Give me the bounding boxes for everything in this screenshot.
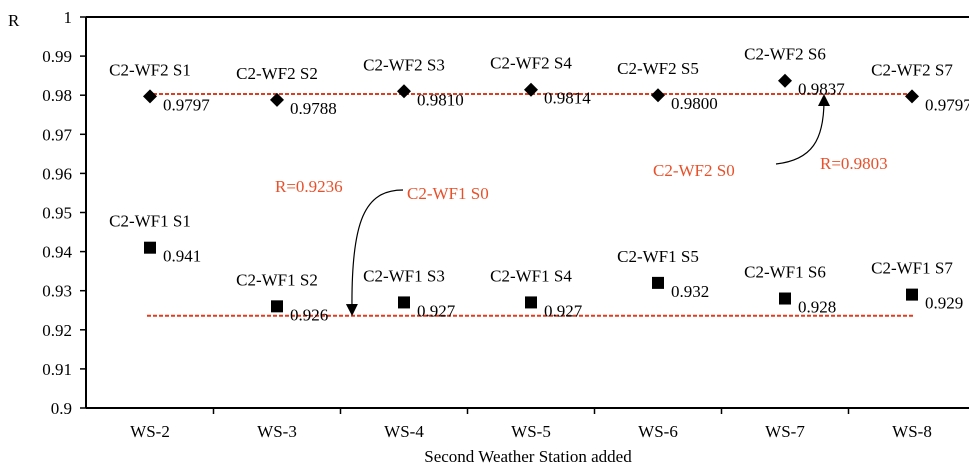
annotation-wf2-s0-r: R=0.9803 bbox=[820, 154, 888, 173]
data-point-diamond bbox=[778, 73, 792, 88]
x-tick-label: WS-6 bbox=[638, 422, 678, 441]
data-point-diamond bbox=[905, 89, 919, 104]
data-point-name-label: C2-WF1 S2 bbox=[236, 270, 318, 289]
data-point-diamond bbox=[270, 92, 284, 107]
y-tick-label: 0.9 bbox=[51, 399, 72, 418]
annotation-wf1-s0-arrow bbox=[345, 189, 404, 316]
data-value-label: 0.941 bbox=[163, 247, 201, 266]
x-tick-label: WS-8 bbox=[892, 422, 932, 441]
data-value-label: 0.9814 bbox=[544, 89, 591, 108]
x-tick-label: WS-7 bbox=[765, 422, 805, 441]
data-value-label: 0.927 bbox=[417, 301, 456, 320]
y-tick-label: 0.98 bbox=[42, 86, 72, 105]
y-tick-label: 0.92 bbox=[42, 321, 72, 340]
x-tick-label: WS-3 bbox=[257, 422, 297, 441]
data-point-name-label: C2-WF2 S4 bbox=[490, 54, 572, 73]
x-tick-label: WS-2 bbox=[130, 422, 170, 441]
annotation-wf2-s0-arrow bbox=[775, 94, 830, 165]
data-point-name-label: C2-WF1 S6 bbox=[744, 263, 826, 282]
data-point-diamond bbox=[524, 82, 538, 97]
data-point-name-label: C2-WF2 S1 bbox=[109, 60, 191, 79]
data-point-square bbox=[906, 288, 918, 301]
data-point-name-label: C2-WF1 S3 bbox=[363, 266, 445, 285]
x-axis-label: Second Weather Station added bbox=[424, 447, 632, 466]
data-point-diamond bbox=[397, 84, 411, 99]
y-ticks: 0.9 0.91 0.92 0.93 0.94 0.95 0.96 0.97 0.98 0.99 1 bbox=[42, 8, 86, 418]
annotation-wf1-s0-name: C2-WF1 S0 bbox=[407, 184, 489, 203]
annotation-wf2-s0-name: C2-WF2 S0 bbox=[653, 161, 735, 180]
data-value-label: 0.9797 bbox=[163, 95, 210, 114]
data-point-square bbox=[779, 292, 791, 305]
data-value-label: 0.9800 bbox=[671, 94, 718, 113]
data-value-label: 0.927 bbox=[544, 301, 583, 320]
data-point-square bbox=[271, 300, 283, 313]
data-value-label: 0.926 bbox=[290, 305, 328, 324]
data-point-name-label: C2-WF1 S1 bbox=[109, 212, 191, 231]
y-tick-label: 0.94 bbox=[42, 243, 72, 262]
data-point-name-label: C2-WF1 S4 bbox=[490, 266, 572, 285]
y-tick-label: 0.97 bbox=[42, 125, 72, 144]
data-point-name-label: C2-WF2 S6 bbox=[744, 45, 826, 64]
data-value-label: 0.9788 bbox=[290, 99, 337, 118]
y-tick-label: 0.96 bbox=[42, 164, 72, 183]
data-value-label: 0.928 bbox=[798, 298, 836, 317]
data-point-name-label: C2-WF2 S2 bbox=[236, 64, 318, 83]
data-point-name-label: C2-WF1 S5 bbox=[617, 247, 699, 266]
data-point-square bbox=[144, 241, 156, 254]
y-tick-label: 1 bbox=[64, 8, 73, 27]
data-point-diamond bbox=[651, 88, 665, 103]
data-point-square bbox=[525, 296, 537, 309]
data-point-diamond bbox=[143, 89, 157, 104]
y-tick-label: 0.95 bbox=[42, 204, 72, 223]
y-tick-label: 0.93 bbox=[42, 282, 72, 301]
data-point-name-label: C2-WF2 S3 bbox=[363, 55, 445, 74]
x-tick-label: WS-5 bbox=[511, 422, 551, 441]
data-point-name-label: C2-WF1 S7 bbox=[871, 259, 953, 278]
data-point-square bbox=[398, 296, 410, 309]
x-ticks: WS-2 WS-3 WS-4 WS-5 WS-6 WS-7 WS-8 bbox=[130, 408, 932, 441]
data-points: 0.9797 C2-WF2 S1 0.9788 C2-WF2 S2 0.9810 C2-W… bbox=[109, 45, 969, 325]
y-tick-label: 0.99 bbox=[42, 47, 72, 66]
x-tick-label: WS-4 bbox=[384, 422, 424, 441]
data-value-label: 0.929 bbox=[925, 294, 963, 313]
data-value-label: 0.932 bbox=[671, 282, 709, 301]
data-value-label: 0.9797 bbox=[925, 95, 969, 114]
data-point-name-label: C2-WF2 S7 bbox=[871, 60, 953, 79]
data-point-square bbox=[652, 276, 664, 289]
data-point-name-label: C2-WF2 S5 bbox=[617, 59, 699, 78]
y-axis-label: R bbox=[8, 11, 20, 30]
data-value-label: 0.9810 bbox=[417, 90, 464, 109]
data-value-label: 0.9837 bbox=[798, 80, 845, 99]
annotation-wf1-s0-r: R=0.9236 bbox=[275, 177, 343, 196]
y-tick-label: 0.91 bbox=[42, 360, 72, 379]
